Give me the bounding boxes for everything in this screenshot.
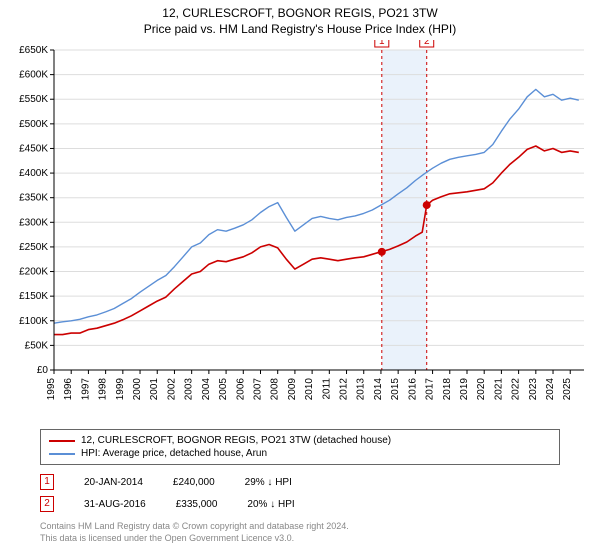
event-marker-icon: 2 xyxy=(40,496,54,512)
svg-text:£50K: £50K xyxy=(25,340,49,351)
event-date: 31-AUG-2016 xyxy=(84,499,146,510)
event-row: 2 31-AUG-2016 £335,000 20% ↓ HPI xyxy=(40,493,560,515)
legend-swatch xyxy=(49,453,75,455)
svg-text:£450K: £450K xyxy=(19,143,48,154)
svg-text:2017: 2017 xyxy=(425,378,436,401)
footnote-line: Contains HM Land Registry data © Crown c… xyxy=(40,521,560,533)
svg-text:2000: 2000 xyxy=(132,378,143,401)
legend: 12, CURLESCROFT, BOGNOR REGIS, PO21 3TW … xyxy=(40,429,560,465)
event-date: 20-JAN-2014 xyxy=(84,477,143,488)
svg-text:£250K: £250K xyxy=(19,242,48,253)
svg-text:£400K: £400K xyxy=(19,168,48,179)
svg-text:1995: 1995 xyxy=(46,378,57,401)
svg-text:2008: 2008 xyxy=(270,378,281,401)
svg-text:2021: 2021 xyxy=(493,378,504,401)
svg-text:2009: 2009 xyxy=(287,378,298,401)
event-row: 1 20-JAN-2014 £240,000 29% ↓ HPI xyxy=(40,471,560,493)
svg-text:2005: 2005 xyxy=(218,378,229,401)
event-delta: 29% ↓ HPI xyxy=(245,477,292,488)
legend-label: HPI: Average price, detached house, Arun xyxy=(81,448,267,459)
svg-text:2003: 2003 xyxy=(184,378,195,401)
svg-text:£350K: £350K xyxy=(19,193,48,204)
svg-text:2022: 2022 xyxy=(511,378,522,401)
legend-label: 12, CURLESCROFT, BOGNOR REGIS, PO21 3TW … xyxy=(81,435,391,446)
svg-text:2018: 2018 xyxy=(442,378,453,401)
svg-text:2019: 2019 xyxy=(459,378,470,401)
legend-item: HPI: Average price, detached house, Arun xyxy=(49,447,551,460)
svg-text:2024: 2024 xyxy=(545,378,556,401)
svg-text:2007: 2007 xyxy=(252,378,263,401)
event-table: 1 20-JAN-2014 £240,000 29% ↓ HPI 2 31-AU… xyxy=(40,471,560,515)
line-chart: £0 £50K £100K £150K £200K £250K £300K £350K £400… xyxy=(0,40,600,420)
svg-text:1998: 1998 xyxy=(98,378,109,401)
event-price: £240,000 xyxy=(173,477,215,488)
svg-text:2006: 2006 xyxy=(235,378,246,401)
chart-title: 12, CURLESCROFT, BOGNOR REGIS, PO21 3TW xyxy=(0,0,600,20)
svg-text:£150K: £150K xyxy=(19,291,48,302)
footnote-line: This data is licensed under the Open Gov… xyxy=(40,533,560,545)
footnote: Contains HM Land Registry data © Crown c… xyxy=(40,521,560,544)
svg-text:1999: 1999 xyxy=(115,378,126,401)
chart-subtitle: Price paid vs. HM Land Registry's House … xyxy=(0,20,600,40)
svg-text:2013: 2013 xyxy=(356,378,367,401)
event-price: £335,000 xyxy=(176,499,218,510)
svg-text:1996: 1996 xyxy=(63,378,74,401)
svg-text:2023: 2023 xyxy=(528,378,539,401)
svg-text:£100K: £100K xyxy=(19,316,48,327)
svg-text:2: 2 xyxy=(424,40,430,47)
svg-text:2020: 2020 xyxy=(476,378,487,401)
legend-item: 12, CURLESCROFT, BOGNOR REGIS, PO21 3TW … xyxy=(49,434,551,447)
event-delta: 20% ↓ HPI xyxy=(247,499,294,510)
svg-text:£300K: £300K xyxy=(19,217,48,228)
svg-text:1997: 1997 xyxy=(80,378,91,401)
svg-text:£550K: £550K xyxy=(19,94,48,105)
svg-text:2001: 2001 xyxy=(149,378,160,401)
chart-container: 12, CURLESCROFT, BOGNOR REGIS, PO21 3TW … xyxy=(0,0,600,560)
svg-text:£0: £0 xyxy=(37,365,49,376)
event-marker-icon: 1 xyxy=(40,474,54,490)
legend-swatch xyxy=(49,440,75,442)
svg-text:2010: 2010 xyxy=(304,378,315,401)
svg-text:£600K: £600K xyxy=(19,70,48,81)
svg-text:£200K: £200K xyxy=(19,267,48,278)
svg-text:2011: 2011 xyxy=(321,378,332,400)
svg-text:2015: 2015 xyxy=(390,378,401,401)
svg-text:£500K: £500K xyxy=(19,119,48,130)
svg-text:2002: 2002 xyxy=(166,378,177,401)
svg-text:2016: 2016 xyxy=(407,378,418,401)
svg-text:2012: 2012 xyxy=(339,378,350,401)
svg-text:£650K: £650K xyxy=(19,45,48,56)
svg-text:1: 1 xyxy=(379,40,385,47)
svg-text:2004: 2004 xyxy=(201,378,212,401)
svg-text:2025: 2025 xyxy=(562,378,573,401)
svg-text:2014: 2014 xyxy=(373,378,384,401)
